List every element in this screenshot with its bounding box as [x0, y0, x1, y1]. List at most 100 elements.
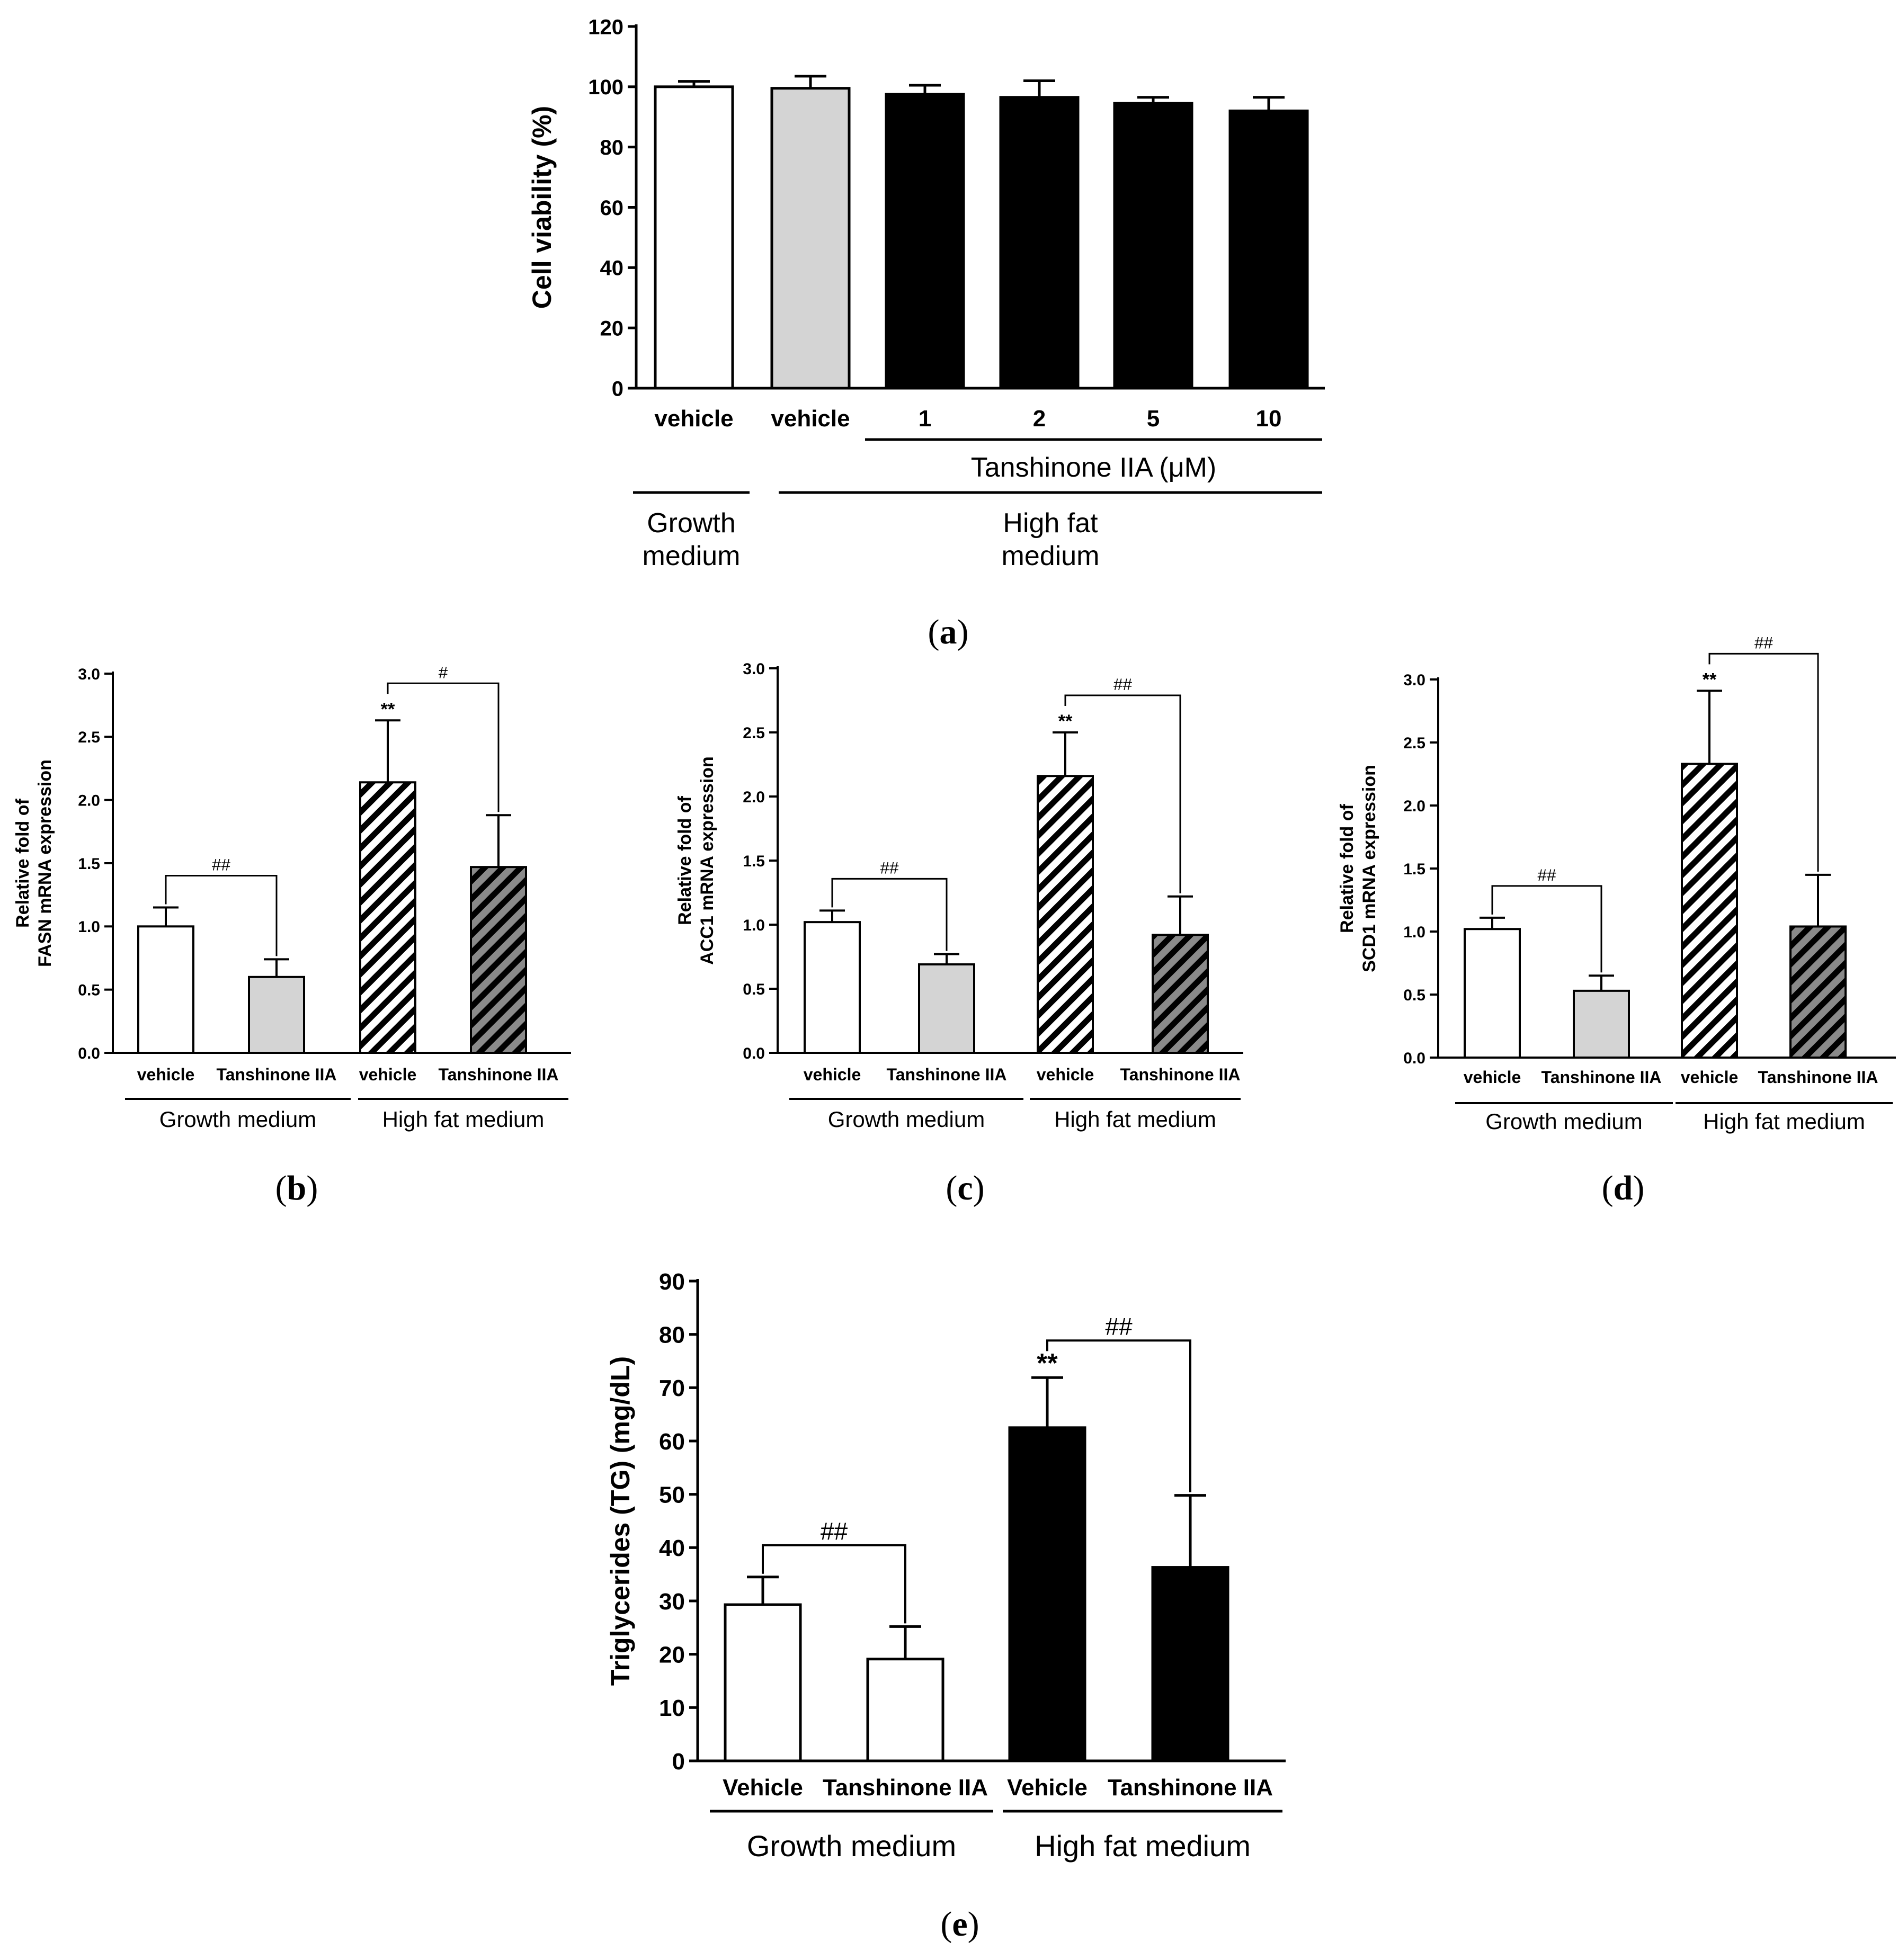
- x-tick-label: Vehicle: [723, 1775, 803, 1801]
- comparison-label: ##: [212, 855, 231, 874]
- significance-stars: **: [381, 699, 395, 719]
- y-tick-label: 10: [659, 1695, 685, 1721]
- y-tick-label: 3.0: [78, 666, 100, 683]
- x-tick-label: Tanshinone IIA: [439, 1065, 559, 1084]
- bar: [770, 87, 851, 390]
- x-tick-label: 1: [919, 406, 931, 432]
- significance-stars: **: [1037, 1348, 1058, 1378]
- panel-label: (e): [940, 1905, 979, 1944]
- bar: [1037, 775, 1094, 1054]
- chart-e-triglycerides: 0 10 20 30 40 50 60 70 80 90 Triglycerides (TG) (m…: [605, 1269, 1286, 1944]
- chart-d-scd1-expression: 0.0 0.5 1.0 1.5 2.0 2.5 3.0 Relative fold of SCD…: [1337, 633, 1896, 1207]
- panel-label: (a): [928, 613, 969, 651]
- y-tick-label: 3.0: [1403, 672, 1425, 689]
- group-label-line: High fat: [1003, 508, 1098, 539]
- x-tick-label: 5: [1147, 406, 1160, 432]
- bar: [885, 93, 965, 390]
- panel-label-letter: a: [940, 613, 957, 651]
- x-tick-label: Tanshinone IIA: [1541, 1068, 1662, 1087]
- y-tick-label: 2.0: [743, 789, 765, 806]
- y-axis-label-line: SCD1 mRNA expression: [1359, 765, 1379, 972]
- group-label: High fat medium: [1054, 1107, 1216, 1132]
- panel-label-paren: ): [957, 613, 969, 651]
- y-tick-label: 0.5: [743, 981, 765, 998]
- x-tick-label: vehicle: [771, 406, 850, 432]
- y-tick-label: 1.5: [743, 853, 765, 870]
- y-axis-label-line: ACC1 mRNA expression: [697, 756, 717, 965]
- x-tick-label: vehicle: [1037, 1065, 1094, 1084]
- comparison-label: ##: [1754, 633, 1774, 652]
- group-label: High fat medium: [1703, 1109, 1865, 1134]
- panel-label-letter: e: [952, 1905, 967, 1944]
- y-axis-label-line: Relative fold of: [675, 795, 695, 925]
- bar: [359, 781, 416, 1054]
- comparison-bracket: [1046, 1339, 1191, 1492]
- bar: [470, 866, 527, 1054]
- comparison-bracket: [1064, 694, 1181, 893]
- panel-label-paren: ): [306, 1169, 318, 1207]
- y-tick-label: 1.0: [743, 917, 765, 934]
- comparison-label: ##: [821, 1518, 848, 1545]
- y-tick-label: 2.0: [78, 792, 100, 809]
- y-axis-label: Relative fold of ACC1 mRNA expression: [675, 756, 717, 965]
- bar: [918, 963, 975, 1054]
- y-axis-label-line: Relative fold of: [13, 798, 33, 927]
- panel-label: (d): [1602, 1169, 1645, 1207]
- y-tick-label: 20: [600, 317, 624, 341]
- comparison-bracket: [1708, 652, 1819, 872]
- y-tick-label: 90: [659, 1269, 685, 1295]
- bar: [1789, 925, 1847, 1059]
- group-label-line: medium: [1002, 541, 1100, 571]
- group-label: High fat medium: [1035, 1829, 1251, 1863]
- bar: [804, 921, 861, 1054]
- x-tick-label: vehicle: [359, 1065, 417, 1084]
- bar: [724, 1603, 802, 1762]
- y-tick-label: 2.0: [1403, 798, 1425, 815]
- group-label: Tanshinone IIA (μM): [971, 452, 1217, 483]
- x-tick-label: vehicle: [804, 1065, 861, 1084]
- y-tick-label: 2.5: [78, 729, 100, 746]
- y-tick-label: 0.0: [78, 1045, 100, 1062]
- x-tick-label: vehicle: [137, 1065, 195, 1084]
- y-tick-label: 60: [659, 1429, 685, 1455]
- y-axis-label-line: FASN mRNA expression: [35, 759, 55, 967]
- bar: [1681, 763, 1738, 1059]
- y-axis-label: Relative fold of SCD1 mRNA expression: [1337, 765, 1379, 972]
- significance-stars: **: [1058, 711, 1073, 731]
- group-label: Growth medium: [747, 1829, 956, 1863]
- x-tick-label: vehicle: [654, 406, 733, 432]
- bar: [1113, 102, 1193, 390]
- comparison-label: ##: [1105, 1313, 1133, 1340]
- comparison-label: #: [439, 663, 448, 682]
- group-label-line: medium: [643, 541, 741, 571]
- panel-label-paren: (: [1602, 1169, 1614, 1207]
- y-tick-label: 1.5: [78, 855, 100, 873]
- panel-label-paren: (: [946, 1169, 957, 1207]
- y-tick-label: 2.5: [1403, 735, 1425, 752]
- y-axis-label-line: Relative fold of: [1337, 803, 1357, 933]
- comparison-label: ##: [1537, 865, 1556, 884]
- y-tick-label: 20: [659, 1642, 685, 1668]
- x-tick-label: 10: [1256, 406, 1282, 432]
- comparison-bracket: [762, 1544, 906, 1624]
- significance-stars: **: [1703, 669, 1717, 690]
- y-tick-label: 100: [588, 76, 623, 99]
- panel-label-letter: c: [957, 1169, 973, 1207]
- y-tick-label: 0.0: [743, 1045, 765, 1062]
- group-label-line: Growth: [647, 508, 736, 539]
- group-label: Growth medium: [159, 1107, 316, 1132]
- y-tick-label: 2.5: [743, 724, 765, 742]
- bar: [248, 975, 305, 1054]
- group-label: High fat medium: [382, 1107, 545, 1132]
- panel-label: (b): [275, 1169, 318, 1207]
- panel-label-paren: ): [973, 1169, 985, 1207]
- y-tick-label: 120: [588, 15, 623, 39]
- bar: [1464, 928, 1521, 1059]
- panel-label-paren: ): [1633, 1169, 1644, 1207]
- y-tick-label: 0.5: [78, 981, 100, 999]
- bar: [1008, 1426, 1086, 1762]
- x-tick-label: vehicle: [1681, 1068, 1739, 1087]
- x-tick-label: 2: [1033, 406, 1046, 432]
- bar: [1228, 109, 1309, 390]
